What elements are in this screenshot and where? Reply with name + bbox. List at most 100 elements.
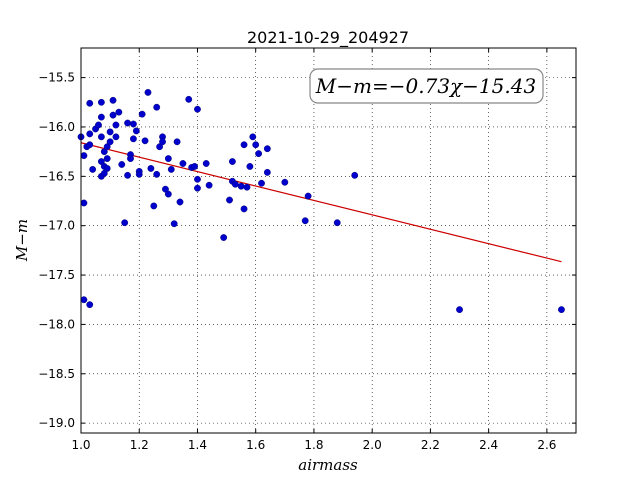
- x-axis-label: airmass: [298, 456, 358, 474]
- data-point: [130, 135, 137, 143]
- data-point: [118, 161, 126, 168]
- data-point: [132, 127, 140, 135]
- y-axis-label: M−m: [13, 219, 31, 262]
- x-tick-label: 1.0: [71, 438, 90, 452]
- plot-area: [81, 48, 576, 433]
- ticks-group: 1.0 1.2 1.4 1.6 1.8 2.0 2.2 2.4 2.6 −15.5 −16.0 −16…: [38, 48, 576, 452]
- data-point: [194, 175, 201, 183]
- fit-equation: M−m=−0.73χ−15.43: [315, 74, 536, 98]
- data-point: [456, 306, 463, 314]
- fit-line-group: [80, 142, 562, 263]
- data-point: [109, 96, 117, 104]
- data-point: [95, 121, 102, 129]
- data-point: [86, 130, 94, 138]
- data-point: [80, 199, 88, 207]
- data-point: [97, 133, 105, 141]
- data-point: [205, 181, 213, 189]
- x-tick-label: 2.6: [537, 438, 556, 452]
- x-tick-label: 1.8: [304, 438, 323, 452]
- data-point: [106, 138, 114, 146]
- data-point: [103, 165, 111, 172]
- data-point: [176, 198, 184, 206]
- data-point: [167, 166, 175, 173]
- data-point: [138, 110, 146, 118]
- data-point: [106, 128, 114, 136]
- data-point: [237, 182, 245, 190]
- data-point: [164, 190, 172, 198]
- data-point: [240, 141, 248, 149]
- data-point: [246, 163, 254, 170]
- y-tick-label: −17.0: [38, 219, 75, 233]
- plot-frame: [80, 47, 577, 434]
- data-point: [258, 179, 265, 187]
- annotation-box: M−m=−0.73χ−15.43: [309, 68, 544, 104]
- y-tick-label: −18.5: [38, 367, 75, 381]
- data-point: [164, 155, 172, 162]
- data-point: [159, 138, 166, 146]
- data-point: [124, 119, 131, 127]
- data-point: [252, 141, 260, 149]
- data-point: [249, 133, 257, 141]
- y-tick-label: −19.0: [38, 416, 75, 430]
- annotation-frame: [309, 68, 544, 104]
- data-point: [147, 165, 155, 172]
- x-tick-label: 1.4: [188, 438, 207, 452]
- data-point: [121, 219, 129, 227]
- data-point: [179, 160, 187, 167]
- data-point: [263, 168, 271, 176]
- chart-title: 2021-10-29_204927: [247, 28, 409, 48]
- data-point: [304, 192, 312, 200]
- data-point: [97, 98, 105, 106]
- data-point: [194, 105, 201, 113]
- data-point: [115, 108, 123, 116]
- data-point: [351, 171, 359, 179]
- data-point: [153, 103, 161, 111]
- y-tick-label: −16.0: [38, 120, 75, 134]
- data-point: [229, 158, 236, 165]
- data-point: [226, 196, 233, 204]
- data-point: [150, 202, 158, 210]
- data-point: [103, 155, 111, 162]
- x-tick-label: 2.4: [479, 438, 498, 452]
- data-point: [80, 296, 88, 304]
- x-tick-label: 1.6: [246, 438, 265, 452]
- data-point: [243, 183, 251, 191]
- y-tick-label: −17.5: [38, 268, 75, 282]
- data-point: [112, 133, 120, 141]
- data-point: [80, 152, 88, 160]
- data-point: [170, 220, 178, 228]
- data-point: [124, 171, 131, 179]
- x-tick-label: 2.2: [421, 438, 440, 452]
- data-point: [301, 217, 309, 225]
- data-point: [558, 306, 565, 314]
- data-point: [281, 178, 289, 186]
- data-point: [333, 219, 341, 227]
- data-point: [127, 155, 134, 162]
- data-point: [86, 301, 94, 309]
- data-point: [109, 111, 117, 119]
- data-point: [135, 170, 143, 178]
- data-point: [220, 234, 228, 241]
- data-point: [86, 99, 94, 107]
- points-group: [77, 89, 565, 314]
- data-point: [202, 160, 210, 167]
- x-tick-label: 2.0: [363, 438, 382, 452]
- data-point: [141, 137, 149, 145]
- data-point: [130, 120, 137, 128]
- y-tick-label: −15.5: [38, 71, 75, 85]
- data-point: [173, 138, 181, 146]
- data-point: [185, 95, 193, 103]
- data-point: [89, 166, 97, 173]
- data-point: [191, 163, 198, 170]
- x-tick-label: 1.2: [130, 438, 149, 452]
- data-point: [97, 113, 105, 121]
- data-point: [240, 205, 248, 213]
- data-point: [86, 141, 94, 149]
- data-point: [231, 180, 239, 188]
- data-point: [255, 150, 263, 158]
- data-point: [263, 145, 271, 153]
- data-point: [112, 121, 120, 129]
- y-tick-label: −16.5: [38, 169, 75, 183]
- data-point: [194, 184, 201, 192]
